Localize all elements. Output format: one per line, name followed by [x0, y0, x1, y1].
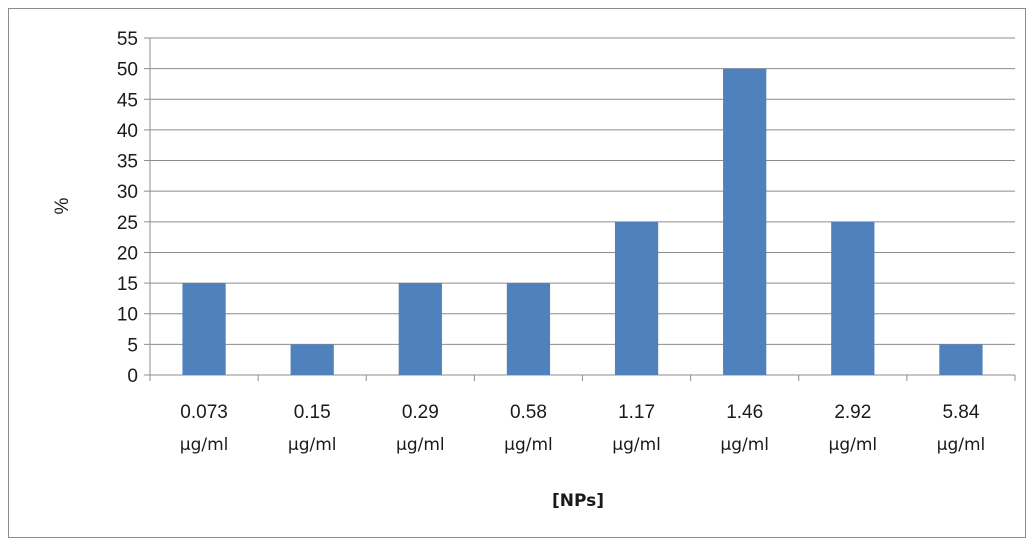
bar: [939, 344, 983, 375]
bar: [398, 283, 442, 375]
axes: [144, 37, 1016, 381]
gridlines: [150, 37, 1015, 345]
y-tick-label: 0: [127, 366, 138, 387]
y-tick-label: 45: [117, 90, 138, 111]
y-tick-label: 35: [117, 152, 138, 173]
x-tick-label: 2.92: [834, 402, 871, 423]
bar: [614, 221, 659, 375]
bar: [506, 283, 551, 375]
y-tick-label: 25: [117, 213, 138, 234]
y-tick-label: 40: [117, 121, 138, 142]
bar: [290, 344, 334, 375]
x-tick-label: 0.073: [180, 402, 228, 423]
x-tick-label: 1.46: [726, 402, 763, 423]
bar: [723, 68, 767, 376]
x-tick-unit-label: µg/ml: [612, 435, 661, 455]
x-tick-unit-label: µg/ml: [829, 435, 878, 455]
bar: [182, 283, 226, 375]
y-tick-label: 10: [117, 305, 138, 326]
x-tick-label: 0.29: [402, 402, 439, 423]
x-tick-unit-label: µg/ml: [180, 435, 229, 455]
x-tick-label: 0.15: [294, 402, 331, 423]
bars: [182, 68, 983, 376]
x-tick-unit-label: µg/ml: [288, 435, 337, 455]
bar: [831, 221, 875, 375]
y-tick-label: 55: [117, 29, 138, 50]
y-tick-label: 30: [117, 182, 138, 203]
x-tick-label: 5.84: [942, 402, 979, 423]
x-tick-label: 0.58: [510, 402, 547, 423]
y-tick-label: 50: [117, 60, 138, 81]
x-tick-labels: 0.073 µg/ml 0.15 µg/ml 0.29 µg/ml 0.58 µg/ml 1.1…: [180, 402, 986, 455]
y-tick-labels: 0 5 10 15 20 25 30 35 40 45 50 55: [117, 29, 138, 387]
x-tick-unit-label: µg/ml: [937, 435, 986, 455]
y-tick-label: 15: [117, 274, 138, 295]
x-axis-label: [NPs]: [552, 491, 604, 511]
x-tick-unit-label: µg/ml: [720, 435, 769, 455]
x-tick-label: 1.17: [618, 402, 655, 423]
x-tick-unit-label: µg/ml: [396, 435, 445, 455]
x-tick-unit-label: µg/ml: [504, 435, 553, 455]
y-tick-label: 5: [127, 335, 138, 356]
y-tick-label: 20: [117, 243, 138, 264]
y-axis-label: %: [52, 197, 73, 214]
